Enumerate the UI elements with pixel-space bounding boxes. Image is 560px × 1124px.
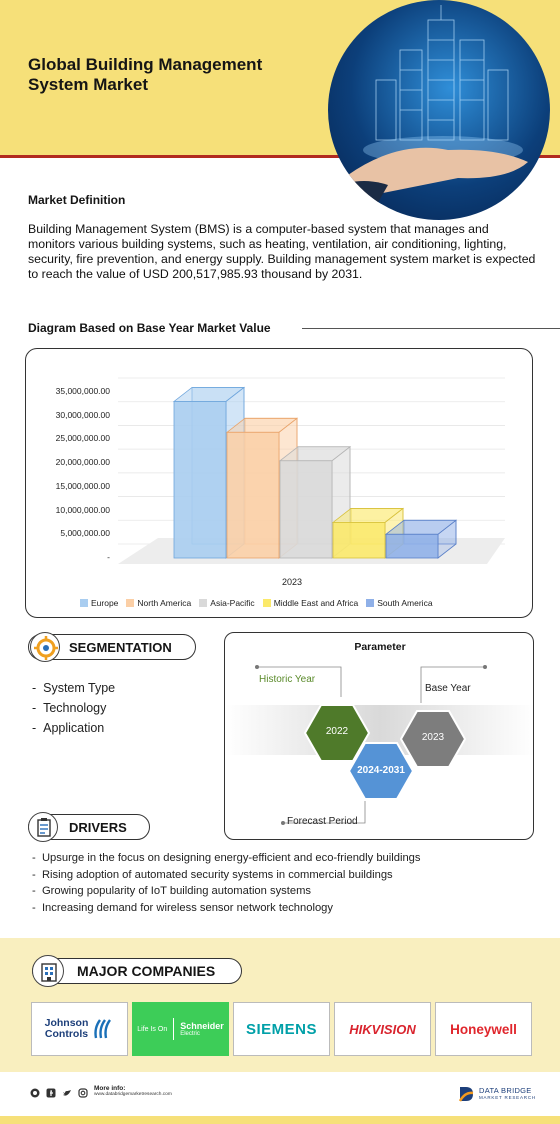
social-icons bbox=[30, 1088, 88, 1098]
segmentation-item: - Application bbox=[32, 721, 105, 735]
market-definition-text: Building Management System (BMS) is a co… bbox=[28, 222, 536, 281]
historic-year-value: 2022 bbox=[325, 726, 349, 737]
market-definition-heading: Market Definition bbox=[28, 193, 126, 207]
logo-johnson-controls: Johnson Controls bbox=[31, 1002, 128, 1056]
drivers-label-text: DRIVERS bbox=[69, 819, 127, 835]
parameter-panel: Parameter Historic Year Base Year Foreca… bbox=[224, 632, 534, 840]
chart-legend: Europe North America Asia-Pacific Middle Ea… bbox=[80, 598, 433, 608]
bar bbox=[384, 519, 458, 559]
base-year-label: Base Year bbox=[425, 683, 471, 694]
brand-sub: MARKET RESEARCH bbox=[479, 1095, 536, 1100]
segmentation-icon bbox=[30, 632, 60, 662]
honeywell-text: Honeywell bbox=[450, 1021, 517, 1037]
brand-logo: DATA BRIDGE MARKET RESEARCH bbox=[456, 1083, 536, 1103]
building-icon bbox=[41, 963, 57, 982]
segmentation-item: - Technology bbox=[32, 701, 107, 715]
x-category-label: 2023 bbox=[281, 577, 303, 587]
diagram-heading: Diagram Based on Base Year Market Value bbox=[28, 321, 271, 335]
drivers-list: - Upsurge in the focus on designing ener… bbox=[32, 852, 421, 918]
legend-item: Europe bbox=[80, 598, 118, 608]
y-tick-label: 25,000,000.00 bbox=[55, 433, 110, 444]
page-title-line1: Global Building Management bbox=[28, 55, 263, 74]
forecast-period-label: Forecast Period bbox=[287, 816, 358, 827]
hero-image bbox=[328, 0, 550, 220]
johnson-text-1: Johnson bbox=[44, 1017, 89, 1029]
header-divider bbox=[0, 155, 560, 158]
forecast-period-value: 2024-2031 bbox=[357, 765, 405, 776]
schneider-tagline: Life Is On bbox=[137, 1025, 168, 1033]
driver-item: - Growing popularity of IoT building aut… bbox=[32, 885, 312, 898]
parameter-title: Parameter bbox=[354, 641, 406, 653]
twitter-icon[interactable] bbox=[62, 1088, 72, 1098]
clipboard-icon bbox=[37, 818, 51, 837]
y-tick-label: 20,000,000.00 bbox=[55, 457, 110, 468]
whatsapp-icon[interactable] bbox=[30, 1088, 40, 1098]
legend-label: North America bbox=[137, 598, 192, 608]
segmentation-item: - System Type bbox=[32, 681, 116, 695]
driver-item: - Upsurge in the focus on designing ener… bbox=[32, 852, 421, 864]
schneider-sub: Electric bbox=[180, 1031, 200, 1037]
legend-swatch bbox=[126, 599, 135, 607]
johnson-text-2: Controls bbox=[44, 1028, 89, 1040]
major-companies-label-text: MAJOR COMPANIES bbox=[77, 963, 216, 979]
y-tick-label: - bbox=[107, 552, 110, 562]
diagram-heading-rule bbox=[302, 328, 560, 329]
y-tick-label: 35,000,000.00 bbox=[55, 386, 110, 396]
siemens-text: SIEMENS bbox=[245, 1020, 317, 1038]
y-tick-label: 10,000,000.00 bbox=[55, 504, 110, 515]
driver-item: - Rising adoption of automated security … bbox=[32, 868, 393, 881]
johnson-controls-logo-icon bbox=[94, 1019, 112, 1039]
logo-hikvision: HIKVISION bbox=[334, 1002, 431, 1056]
hikvision-text: HIKVISION bbox=[349, 1021, 416, 1037]
legend-item: Asia-Pacific bbox=[199, 598, 255, 608]
website-link[interactable]: www.databridgemarketresearch.com bbox=[94, 1092, 172, 1097]
instagram-icon[interactable] bbox=[78, 1088, 88, 1098]
y-tick-label: 30,000,000.00 bbox=[55, 409, 110, 420]
footer-bar bbox=[0, 1116, 560, 1124]
historic-year-label: Historic Year bbox=[259, 674, 316, 685]
legend-item: Middle East and Africa bbox=[262, 598, 359, 608]
legend-label: South America bbox=[377, 598, 433, 608]
page-title-line2: System Market bbox=[28, 75, 149, 94]
gear-icon bbox=[34, 636, 58, 660]
companies-icon bbox=[32, 955, 64, 987]
bar-chart bbox=[118, 377, 505, 564]
legend-label: Asia-Pacific bbox=[210, 598, 255, 608]
legend-label: Middle East and Africa bbox=[273, 598, 359, 608]
y-tick-label: 5,000,000.00 bbox=[60, 528, 110, 539]
legend-swatch bbox=[80, 599, 88, 607]
bar bbox=[331, 507, 405, 559]
legend-item: North America bbox=[126, 598, 191, 608]
legend-swatch bbox=[199, 599, 208, 607]
legend-item: South America bbox=[366, 598, 433, 608]
segmentation-label-text: SEGMENTATION bbox=[69, 639, 172, 655]
parameter-diagram bbox=[225, 665, 533, 825]
y-tick-label: 15,000,000.00 bbox=[55, 480, 110, 491]
schneider-name: Schneider bbox=[180, 1021, 224, 1031]
page-title: Global Building Management System Market bbox=[28, 55, 328, 95]
more-info-label: More info: bbox=[94, 1085, 126, 1092]
legend-swatch bbox=[366, 599, 375, 607]
legend-label: Europe bbox=[91, 598, 119, 608]
drivers-icon bbox=[28, 812, 58, 842]
logo-honeywell: Honeywell bbox=[435, 1002, 532, 1056]
driver-item: - Increasing demand for wireless sensor … bbox=[32, 901, 333, 914]
legend-swatch bbox=[262, 599, 271, 607]
base-year-value: 2023 bbox=[421, 732, 445, 743]
logo-schneider-electric: Life Is On Schneider Electric bbox=[132, 1002, 229, 1056]
data-bridge-logo-icon bbox=[458, 1087, 474, 1102]
logo-siemens: SIEMENS bbox=[233, 1002, 330, 1056]
major-companies-label: MAJOR COMPANIES bbox=[32, 958, 242, 984]
facebook-icon[interactable] bbox=[46, 1088, 56, 1098]
more-info: More info: www.databridgemarketresearch.… bbox=[94, 1085, 172, 1097]
segmentation-list: - System Type - Technology - Application bbox=[32, 681, 115, 741]
brand-name: DATA BRIDGE bbox=[479, 1086, 532, 1095]
